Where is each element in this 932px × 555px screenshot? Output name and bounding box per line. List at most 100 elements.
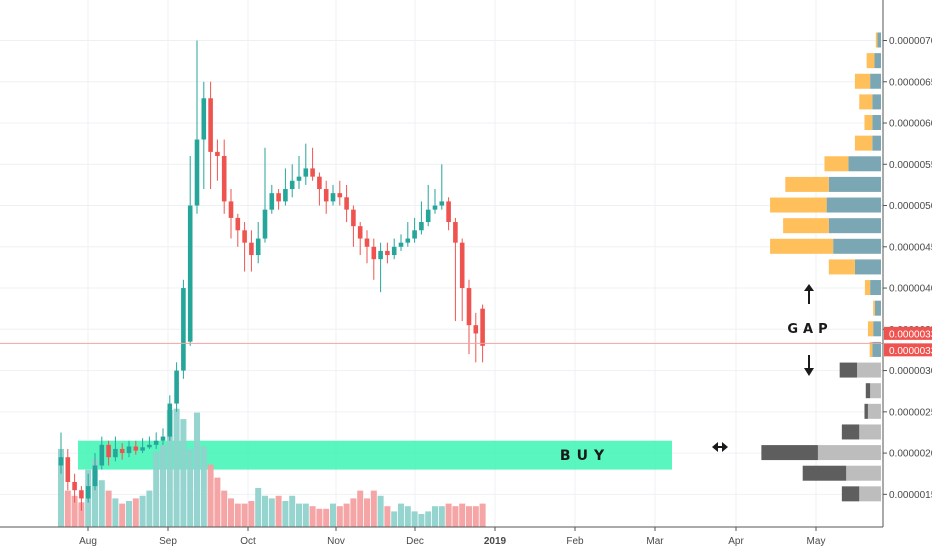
candle-body <box>453 222 458 243</box>
volume-bar <box>153 451 160 527</box>
vp-bar-down <box>802 465 847 481</box>
candle-body <box>357 226 363 239</box>
vp-bar-down <box>864 280 871 296</box>
vp-bar-down <box>859 94 873 110</box>
volume-bar <box>262 495 268 527</box>
vp-bar-down <box>866 53 875 69</box>
volume-bar <box>452 506 459 527</box>
vp-bar-down <box>854 73 871 89</box>
candle-body <box>303 168 309 177</box>
volume-bar <box>472 506 479 527</box>
candle-body <box>99 444 105 466</box>
candle-body <box>79 490 84 499</box>
volume-bar <box>173 408 180 527</box>
volume-bar <box>58 449 64 527</box>
vp-bar-up <box>846 465 881 481</box>
x-tick-label: Oct <box>240 536 256 547</box>
volume-bar <box>302 503 309 527</box>
candle-body <box>398 242 404 247</box>
candle-body <box>133 446 139 451</box>
volume-bar <box>398 503 404 527</box>
vp-bar-up <box>857 362 881 378</box>
candle-body <box>425 209 431 223</box>
candle-body <box>181 288 186 371</box>
volume-bar <box>330 503 336 527</box>
volume-bar <box>404 506 411 527</box>
volume-bars <box>58 408 486 527</box>
volume-bar <box>350 498 357 527</box>
candle-body <box>215 151 220 157</box>
buy-label: BUY <box>560 448 610 464</box>
y-tick-label: 0.00000700 <box>889 36 932 47</box>
price-label-text: 0.00000333 <box>889 346 932 357</box>
candle-body <box>228 201 234 218</box>
candle-body <box>106 444 111 458</box>
volume-bar <box>92 459 98 527</box>
candle-body <box>72 481 77 491</box>
candle-body <box>276 193 281 202</box>
y-tick-label: 0.00000550 <box>889 160 932 171</box>
volume-bar <box>187 449 194 527</box>
volume-bar <box>160 445 166 527</box>
x-tick-label: 2019 <box>484 536 507 547</box>
vp-bar-down <box>839 362 858 378</box>
vp-bar-down <box>841 424 860 440</box>
x-tick-label: Aug <box>79 536 97 547</box>
candle-body <box>378 250 383 260</box>
vp-bar-up <box>873 321 881 337</box>
candle-body <box>255 238 261 256</box>
candle-body <box>337 193 343 198</box>
y-axis[interactable]: 0.00000150 0.00000200 0.00000250 0.00000300… <box>882 0 932 527</box>
volume-bar <box>112 498 119 527</box>
vp-bar-up <box>872 115 881 131</box>
volume-bar <box>221 490 228 527</box>
vp-bar-up <box>828 218 881 234</box>
double-arrow-icon <box>712 442 728 452</box>
vp-bar-down <box>873 300 875 316</box>
volume-bar <box>194 412 200 527</box>
volume-bar <box>425 511 432 527</box>
vp-bar-up <box>859 486 881 502</box>
price-label-box <box>884 326 932 340</box>
candle-body <box>419 222 424 231</box>
x-axis[interactable]: Aug Sep Oct Nov Dec 2019 Feb Mar Apr May <box>0 526 883 547</box>
volume-bar <box>139 495 146 527</box>
vp-bar-down <box>761 445 818 461</box>
vp-bar-down <box>785 176 829 192</box>
volume-bar <box>411 511 418 527</box>
candle-body <box>269 193 275 210</box>
vp-bar-down <box>770 197 827 213</box>
vp-bar-down <box>828 259 855 275</box>
vp-bar-up <box>872 135 881 151</box>
volume-bar <box>466 506 472 527</box>
x-tick-label: Nov <box>327 536 345 547</box>
candle-body <box>92 465 98 487</box>
x-tick-label: Sep <box>159 536 177 547</box>
candle-body <box>439 201 445 206</box>
volume-bar <box>438 506 445 527</box>
vp-bar-down <box>864 115 873 131</box>
candle-body <box>126 446 132 454</box>
vp-bar-up <box>859 424 881 440</box>
candle-body <box>262 209 268 239</box>
vp-bar-up <box>833 238 881 254</box>
volume-bar <box>309 506 316 527</box>
candle-body <box>242 230 247 243</box>
volume-bar <box>268 498 275 527</box>
volume-bar <box>105 490 112 527</box>
candle-body <box>385 250 390 256</box>
vp-bar-down <box>867 321 874 337</box>
volume-bar <box>391 511 398 527</box>
candle-body <box>351 209 356 227</box>
vp-bar-up <box>870 73 881 89</box>
vp-bar-down <box>875 32 878 48</box>
candle-body <box>235 217 241 231</box>
x-tick-label: Apr <box>728 536 744 547</box>
volume-bar <box>445 503 452 527</box>
volume-bar <box>248 501 255 527</box>
candle-body <box>330 193 336 202</box>
y-tick-label: 0.00000250 <box>889 407 932 418</box>
y-tick-label: 0.00000500 <box>889 201 932 212</box>
vp-bar-up <box>870 383 881 399</box>
